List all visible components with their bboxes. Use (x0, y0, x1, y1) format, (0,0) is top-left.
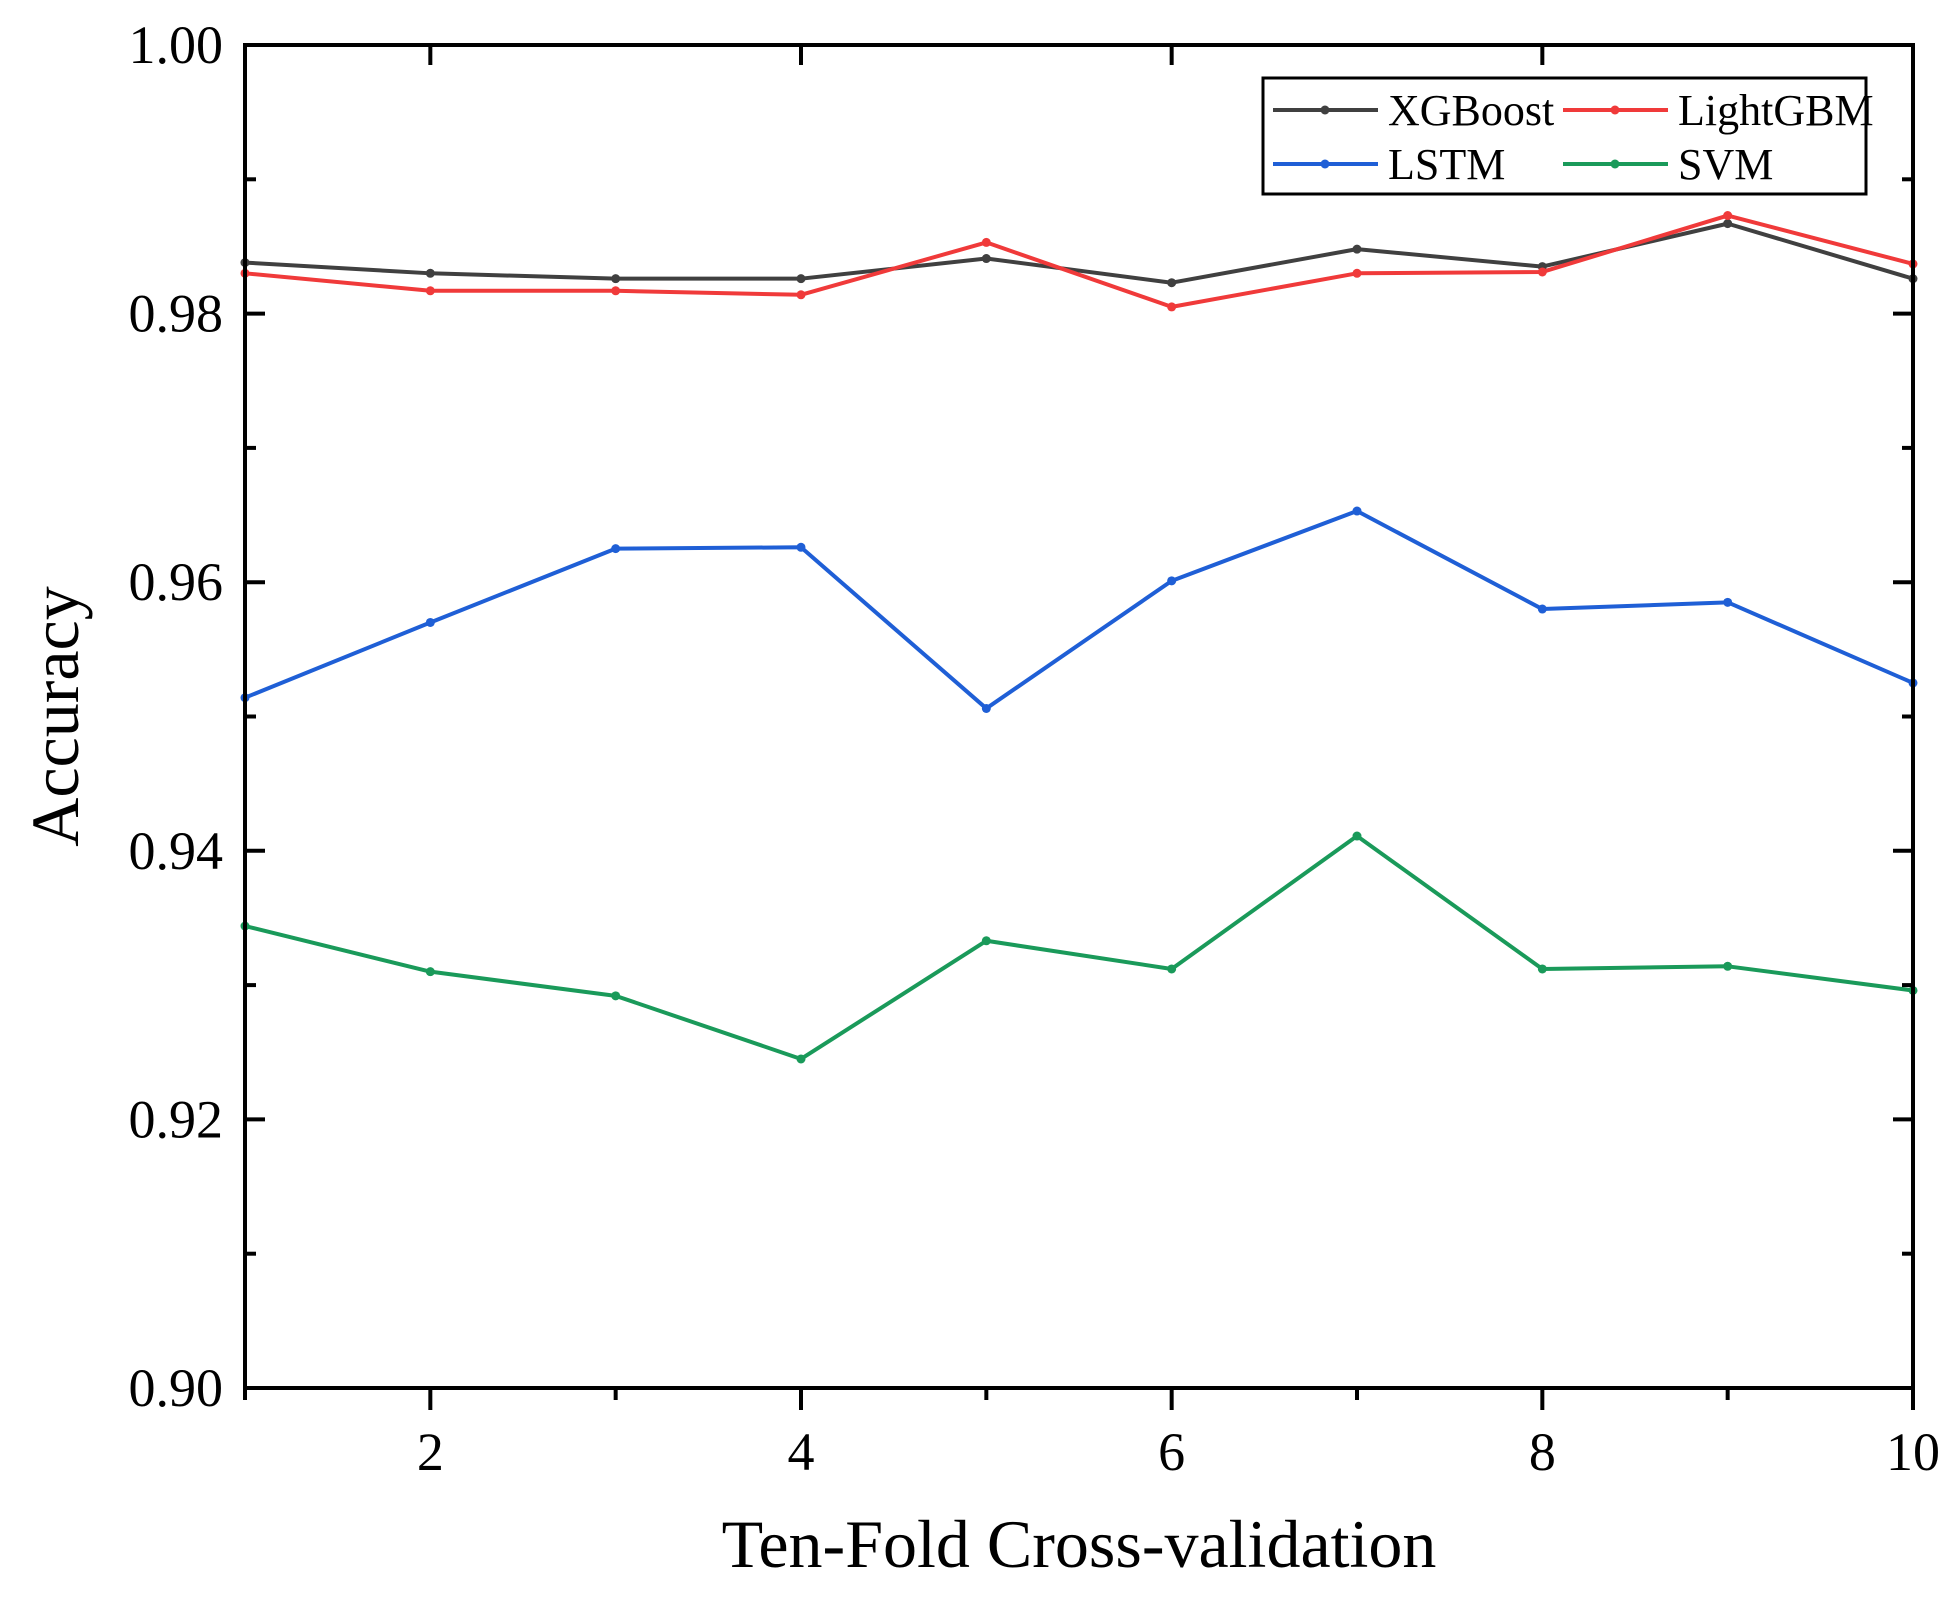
data-point-lightgbm (1723, 211, 1733, 221)
legend-box (1261, 76, 1868, 196)
series-line-lightgbm (244, 213, 1914, 309)
y-tick-label: 1.00 (129, 15, 224, 75)
y-tick-label: 0.90 (129, 1358, 224, 1418)
series-line-lstm (244, 509, 1914, 711)
legend-marker-svm (1610, 159, 1620, 169)
data-point-svm (425, 967, 435, 977)
data-point-lstm (1537, 604, 1547, 614)
data-point-lightgbm (611, 286, 621, 296)
x-tick-label: 8 (1529, 1422, 1556, 1482)
data-point-lstm (981, 703, 991, 713)
y-tick-label: 0.96 (129, 552, 224, 612)
legend-marker-lstm (1320, 159, 1330, 169)
data-point-lightgbm (1167, 302, 1177, 312)
data-point-lightgbm (1352, 268, 1362, 278)
data-point-svm (1352, 831, 1362, 841)
data-point-lstm (1352, 506, 1362, 516)
x-tick-label: 10 (1886, 1422, 1940, 1482)
data-point-svm (611, 991, 621, 1001)
data-point-xgboost (1167, 278, 1177, 288)
data-point-svm (981, 936, 991, 946)
y-axis-label: Accuracy (17, 586, 93, 846)
series-line-svm (244, 834, 1914, 1061)
data-point-xgboost (611, 274, 621, 284)
x-tick-label: 2 (417, 1422, 444, 1482)
data-point-svm (1167, 964, 1177, 974)
y-tick-label: 0.92 (129, 1089, 224, 1149)
data-point-lstm (1723, 597, 1733, 607)
data-point-xgboost (981, 254, 991, 264)
data-point-lightgbm (796, 290, 806, 300)
data-point-xgboost (796, 274, 806, 284)
legend-label-lightgbm: LightGBM (1678, 86, 1874, 135)
series-layer (240, 211, 1918, 1064)
plot-frame (243, 43, 1915, 1390)
data-point-xgboost (425, 268, 435, 278)
legend-label-xgboost: XGBoost (1388, 86, 1554, 135)
data-point-lightgbm (981, 237, 991, 247)
data-point-lightgbm (1537, 267, 1547, 277)
data-point-svm (796, 1054, 806, 1064)
x-tick-label: 6 (1158, 1422, 1185, 1482)
ticks-layer: 0.90 0.92 0.94 0.96 0.98 1.00 2 4 6 8 10 (129, 15, 1941, 1482)
axes-layer (243, 43, 1915, 1390)
x-tick-label: 4 (788, 1422, 815, 1482)
y-tick-label: 0.94 (129, 821, 224, 881)
legend: XGBoost LightGBM LSTM SVM (1261, 76, 1874, 196)
data-point-lstm (425, 617, 435, 627)
legend-label-svm: SVM (1678, 140, 1773, 189)
data-point-lstm (1167, 576, 1177, 586)
data-point-svm (1537, 964, 1547, 974)
y-tick-label: 0.98 (129, 284, 224, 344)
legend-label-lstm: LSTM (1388, 140, 1505, 189)
data-point-lightgbm (425, 286, 435, 296)
data-point-lstm (796, 542, 806, 552)
data-point-lstm (611, 544, 621, 554)
legend-marker-lightgbm (1610, 105, 1620, 115)
data-point-xgboost (1352, 244, 1362, 254)
data-point-xgboost (1723, 219, 1733, 229)
x-axis-label: Ten-Fold Cross-validation (722, 1506, 1437, 1582)
data-point-svm (1723, 961, 1733, 971)
legend-marker-xgboost (1320, 105, 1330, 115)
